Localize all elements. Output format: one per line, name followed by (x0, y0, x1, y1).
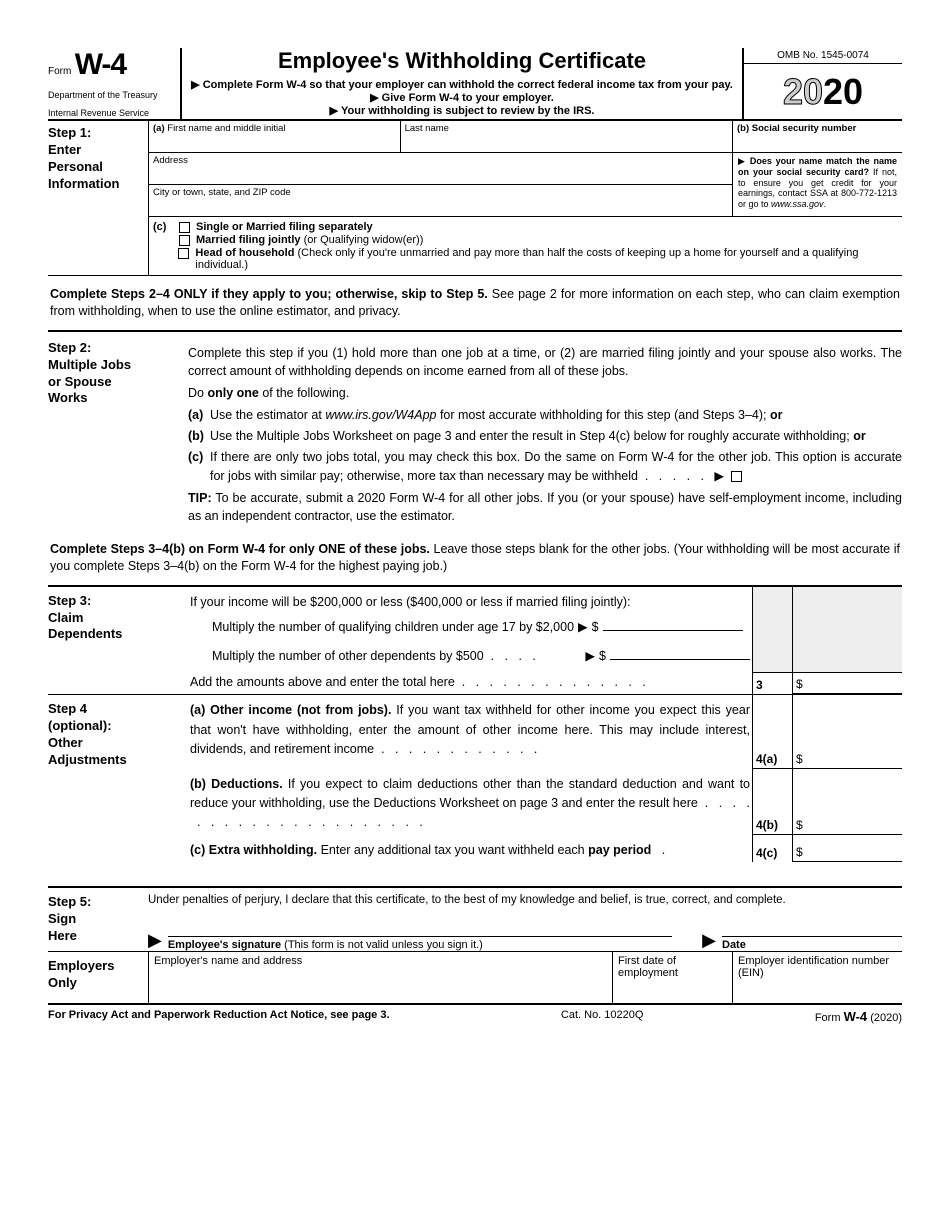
year-bold: 20 (823, 71, 863, 113)
opt-single: Single or Married filing separately (196, 221, 373, 233)
instr-3: ▶ Your withholding is subject to review … (188, 104, 736, 117)
para-steps-3-4b: Complete Steps 3–4(b) on Form W-4 for on… (48, 537, 902, 585)
name-match-note: ▶ Does your name match the name on your … (732, 153, 902, 216)
step3-val-shade (792, 587, 902, 673)
step1-body: (a) First name and middle initial Last n… (148, 121, 902, 275)
step5: Step 5:SignHere Under penalties of perju… (48, 886, 902, 951)
line4c-amount[interactable]: $ (792, 835, 902, 862)
signature-arrow-icon: ▶ (148, 930, 162, 951)
employer-name-address[interactable]: Employer's name and address (148, 951, 612, 1003)
line4a-num: 4(a) (752, 695, 792, 769)
para-steps-2-4: Complete Steps 2–4 ONLY if they apply to… (48, 276, 902, 330)
last-name-input[interactable] (405, 134, 728, 150)
instr-1: ▶ Complete Form W-4 so that your employe… (188, 78, 736, 91)
instr-2: ▶ Give Form W-4 to your employer. (188, 91, 736, 104)
checkbox-two-jobs[interactable] (731, 471, 742, 482)
step3-other-dep-amount[interactable] (610, 659, 750, 660)
opt-mfj: Married filing jointly (or Qualifying wi… (196, 234, 423, 246)
first-name-input[interactable] (153, 134, 396, 150)
line4c-num: 4(c) (752, 835, 792, 862)
footer-catno: Cat. No. 10220Q (561, 1009, 644, 1024)
step1-title: Step 1: Enter Personal Information (48, 121, 148, 275)
employer-ein[interactable]: Employer identification number (EIN) (732, 951, 902, 1003)
form-id-box: Form W-4 Department of the Treasury Inte… (48, 48, 182, 119)
checkbox-mfj[interactable] (179, 235, 190, 246)
omb-number: OMB No. 1545-0074 (744, 48, 902, 64)
signature-label: Employee's signature (This form is not v… (168, 936, 672, 951)
name-match-text: Does your name match the name on your so… (738, 156, 897, 209)
step2-opt-c: (c) If there are only two jobs total, yo… (188, 448, 902, 484)
footer-right: Form W-4 (2020) (815, 1009, 902, 1024)
opt-hoh: Head of household (Check only if you're … (195, 247, 898, 271)
checkbox-single[interactable] (179, 222, 190, 233)
step2-intro: Complete this step if you (1) hold more … (188, 344, 902, 380)
step5-body: Under penalties of perjury, I declare th… (148, 888, 902, 951)
step5-title: Step 5:SignHere (48, 888, 148, 951)
city-input[interactable] (153, 198, 728, 214)
city-cell: City or town, state, and ZIP code (148, 185, 732, 216)
step4a-text: (a) Other income (not from jobs). If you… (188, 695, 752, 769)
step2-tip: TIP: To be accurate, submit a 2020 Form … (188, 489, 902, 525)
step3-title: Step 3:ClaimDependents (48, 587, 188, 673)
line3-num: 3 (752, 673, 792, 694)
step2-only-one: Do only one of the following. (188, 384, 902, 402)
form-number: W-4 (75, 48, 126, 81)
ssn-cell: (b) Social security number (732, 121, 902, 153)
omb-year-box: OMB No. 1545-0074 2020 (742, 48, 902, 119)
step2-opt-a: (a) Use the estimator at www.irs.gov/W4A… (188, 406, 902, 424)
step2-title: Step 2: Multiple Jobs or Spouse Works (48, 340, 188, 529)
step3-total-line: Add the amounts above and enter the tota… (188, 673, 752, 694)
step3-children-amount[interactable] (603, 630, 743, 631)
line4b-amount[interactable]: $ (792, 769, 902, 835)
first-name-cell: (a) First name and middle initial (148, 121, 400, 153)
checkbox-hoh[interactable] (178, 248, 189, 259)
footer-left: For Privacy Act and Paperwork Reduction … (48, 1009, 390, 1024)
line3-amount[interactable]: $ (792, 673, 902, 694)
step3-num-shade (752, 587, 792, 673)
dept-treasury: Department of the Treasury (48, 90, 172, 100)
employers-title: EmployersOnly (48, 951, 148, 1003)
form-word: Form (48, 66, 71, 77)
form-header: Form W-4 Department of the Treasury Inte… (48, 48, 902, 121)
page-footer: For Privacy Act and Paperwork Reduction … (48, 1005, 902, 1024)
address-input[interactable] (153, 166, 728, 182)
step2-content: Complete this step if you (1) hold more … (188, 340, 902, 529)
step3-content: If your income will be $200,000 or less … (188, 587, 752, 673)
first-date-employment[interactable]: First date of employment (612, 951, 732, 1003)
last-name-cell: Last name (400, 121, 732, 153)
line4a-amount[interactable]: $ (792, 695, 902, 769)
line4b-num: 4(b) (752, 769, 792, 835)
step4-title: Step 4(optional):OtherAdjustments (48, 695, 188, 769)
filing-status: (c) Single or Married filing separately … (148, 216, 902, 275)
employers-only: EmployersOnly Employer's name and addres… (48, 951, 902, 1005)
year-outline: 20 (783, 71, 823, 113)
step2-opt-b: (b) Use the Multiple Jobs Worksheet on p… (188, 427, 902, 445)
ssn-input[interactable] (737, 134, 898, 149)
address-cell: Address (148, 153, 732, 185)
date-label: Date (722, 936, 902, 951)
perjury-declaration: Under penalties of perjury, I declare th… (148, 894, 902, 906)
title-box: Employee's Withholding Certificate ▶ Com… (182, 48, 742, 119)
step2: Step 2: Multiple Jobs or Spouse Works Co… (48, 330, 902, 537)
step1: Step 1: Enter Personal Information (a) F… (48, 121, 902, 276)
dept-irs: Internal Revenue Service (48, 108, 172, 118)
step4b-text: (b) Deductions. If you expect to claim d… (188, 769, 752, 835)
tax-year: 2020 (744, 64, 902, 119)
step3-4: Step 3:ClaimDependents If your income wi… (48, 585, 902, 863)
date-arrow-icon: ▶ (702, 930, 716, 951)
form-title: Employee's Withholding Certificate (188, 48, 736, 74)
step4c-text: (c) Extra withholding. Enter any additio… (188, 835, 752, 862)
